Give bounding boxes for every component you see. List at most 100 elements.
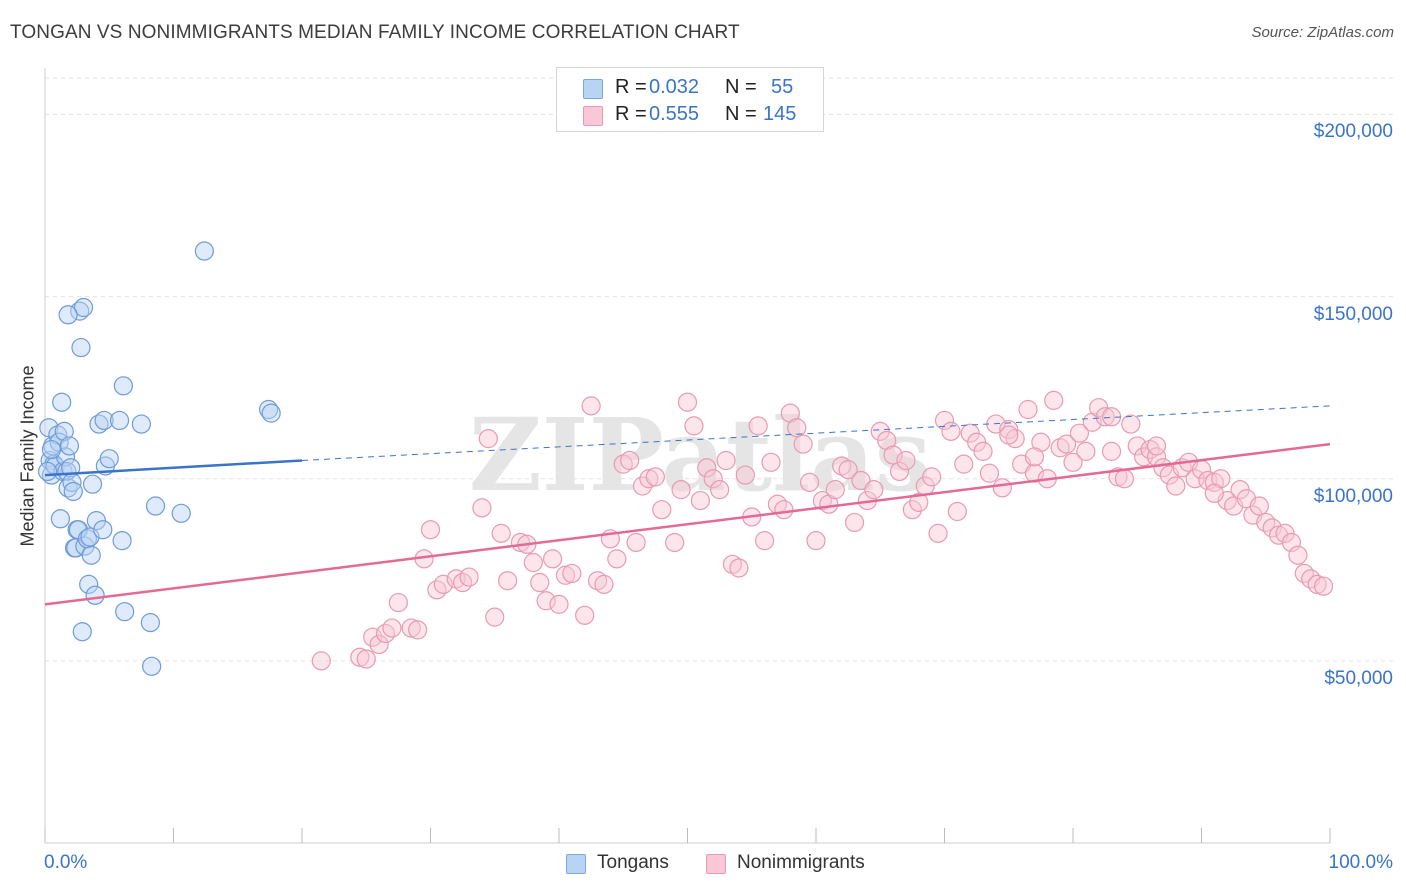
data-point	[1288, 545, 1308, 565]
data-point	[812, 490, 833, 511]
data-point	[947, 501, 967, 522]
data-point	[684, 416, 704, 436]
tongans-swatch	[583, 79, 603, 99]
bottom-legend-nonimmigrants: Nonimmigrants	[737, 852, 865, 873]
y-tick-label: $200,000	[1313, 121, 1393, 143]
data-point	[258, 399, 279, 420]
data-point	[1204, 483, 1224, 503]
data-point	[909, 492, 929, 512]
data-point	[401, 618, 421, 638]
data-point	[79, 574, 99, 594]
data-point	[140, 613, 160, 633]
data-point	[716, 450, 736, 471]
stats-legend: R = 0.032 N = 55 R = 0.555 N = 145	[556, 67, 824, 132]
data-point	[1146, 436, 1167, 456]
data-point	[677, 392, 698, 412]
data-point	[71, 337, 91, 358]
data-point	[363, 627, 383, 647]
data-point	[799, 472, 820, 492]
data-point	[37, 461, 58, 482]
nonimmigrants-trend-line	[44, 442, 1331, 606]
data-point	[1204, 472, 1224, 492]
data-point	[1313, 576, 1334, 596]
data-point	[1101, 441, 1122, 461]
data-point	[41, 439, 62, 460]
data-point	[382, 618, 402, 638]
data-point	[1127, 436, 1147, 456]
data-point	[70, 301, 90, 321]
data-point	[697, 458, 717, 478]
data-point	[703, 469, 723, 489]
data-point	[1024, 447, 1045, 467]
data-point	[523, 552, 543, 573]
data-point	[761, 452, 781, 472]
data-point	[542, 549, 563, 569]
data-point	[485, 607, 505, 627]
data-point	[575, 605, 595, 625]
data-point	[498, 571, 518, 591]
data-point	[1114, 469, 1135, 489]
data-point	[992, 478, 1012, 498]
data-point	[735, 465, 755, 485]
data-point	[555, 565, 576, 585]
bottom-legend-tongans-swatch	[566, 854, 586, 874]
tongans-points	[37, 241, 281, 676]
data-point	[52, 392, 72, 412]
data-point	[50, 509, 71, 529]
n-label: N =	[725, 76, 757, 98]
data-point	[1063, 452, 1083, 472]
data-point	[388, 592, 408, 613]
data-point	[1249, 496, 1269, 516]
data-point	[825, 480, 845, 500]
x-tick-max: 100.0%	[1328, 852, 1393, 873]
data-point	[613, 454, 633, 474]
n-label: N =	[725, 103, 757, 125]
data-point	[774, 500, 794, 520]
data-point	[145, 496, 166, 516]
nonimmigrants-n-value: 145	[763, 103, 797, 125]
data-point	[72, 622, 92, 642]
data-point	[549, 594, 569, 614]
data-point	[979, 463, 1000, 483]
data-point	[607, 549, 627, 569]
y-tick-label: $150,000	[1313, 303, 1393, 325]
data-point	[1307, 574, 1327, 594]
data-point	[350, 647, 370, 667]
data-point	[81, 545, 101, 565]
data-point	[671, 480, 691, 500]
data-point	[433, 574, 453, 594]
data-point	[581, 396, 601, 416]
data-point	[973, 441, 993, 461]
bottom-legend-tongans: Tongans	[597, 852, 669, 873]
data-point	[896, 450, 916, 471]
data-point	[57, 461, 77, 482]
data-point	[722, 554, 743, 574]
data-point	[93, 520, 113, 540]
tongans-n-value: 55	[771, 76, 794, 98]
data-point	[864, 480, 884, 500]
data-point	[1056, 434, 1077, 454]
data-point	[472, 498, 492, 518]
data-point	[838, 460, 858, 480]
data-point	[311, 651, 331, 671]
chart-title: TONGAN VS NONIMMIGRANTS MEDIAN FAMILY IN…	[10, 22, 740, 43]
trend-lines	[44, 405, 1331, 606]
data-point	[530, 572, 550, 593]
data-point	[115, 602, 135, 622]
data-point	[142, 656, 162, 676]
data-point	[1044, 390, 1064, 410]
data-point	[832, 456, 852, 476]
data-point	[112, 531, 132, 551]
nonimmigrants-r-value: 0.555	[649, 103, 700, 125]
data-point	[928, 523, 948, 543]
data-point	[941, 421, 961, 441]
x-tick-min: 0.0%	[44, 852, 88, 873]
data-point	[562, 563, 582, 584]
data-point	[1024, 463, 1045, 483]
data-point	[934, 410, 955, 431]
data-point	[94, 410, 114, 431]
data-point	[1108, 467, 1128, 487]
data-point	[131, 414, 151, 434]
data-point	[587, 571, 608, 591]
